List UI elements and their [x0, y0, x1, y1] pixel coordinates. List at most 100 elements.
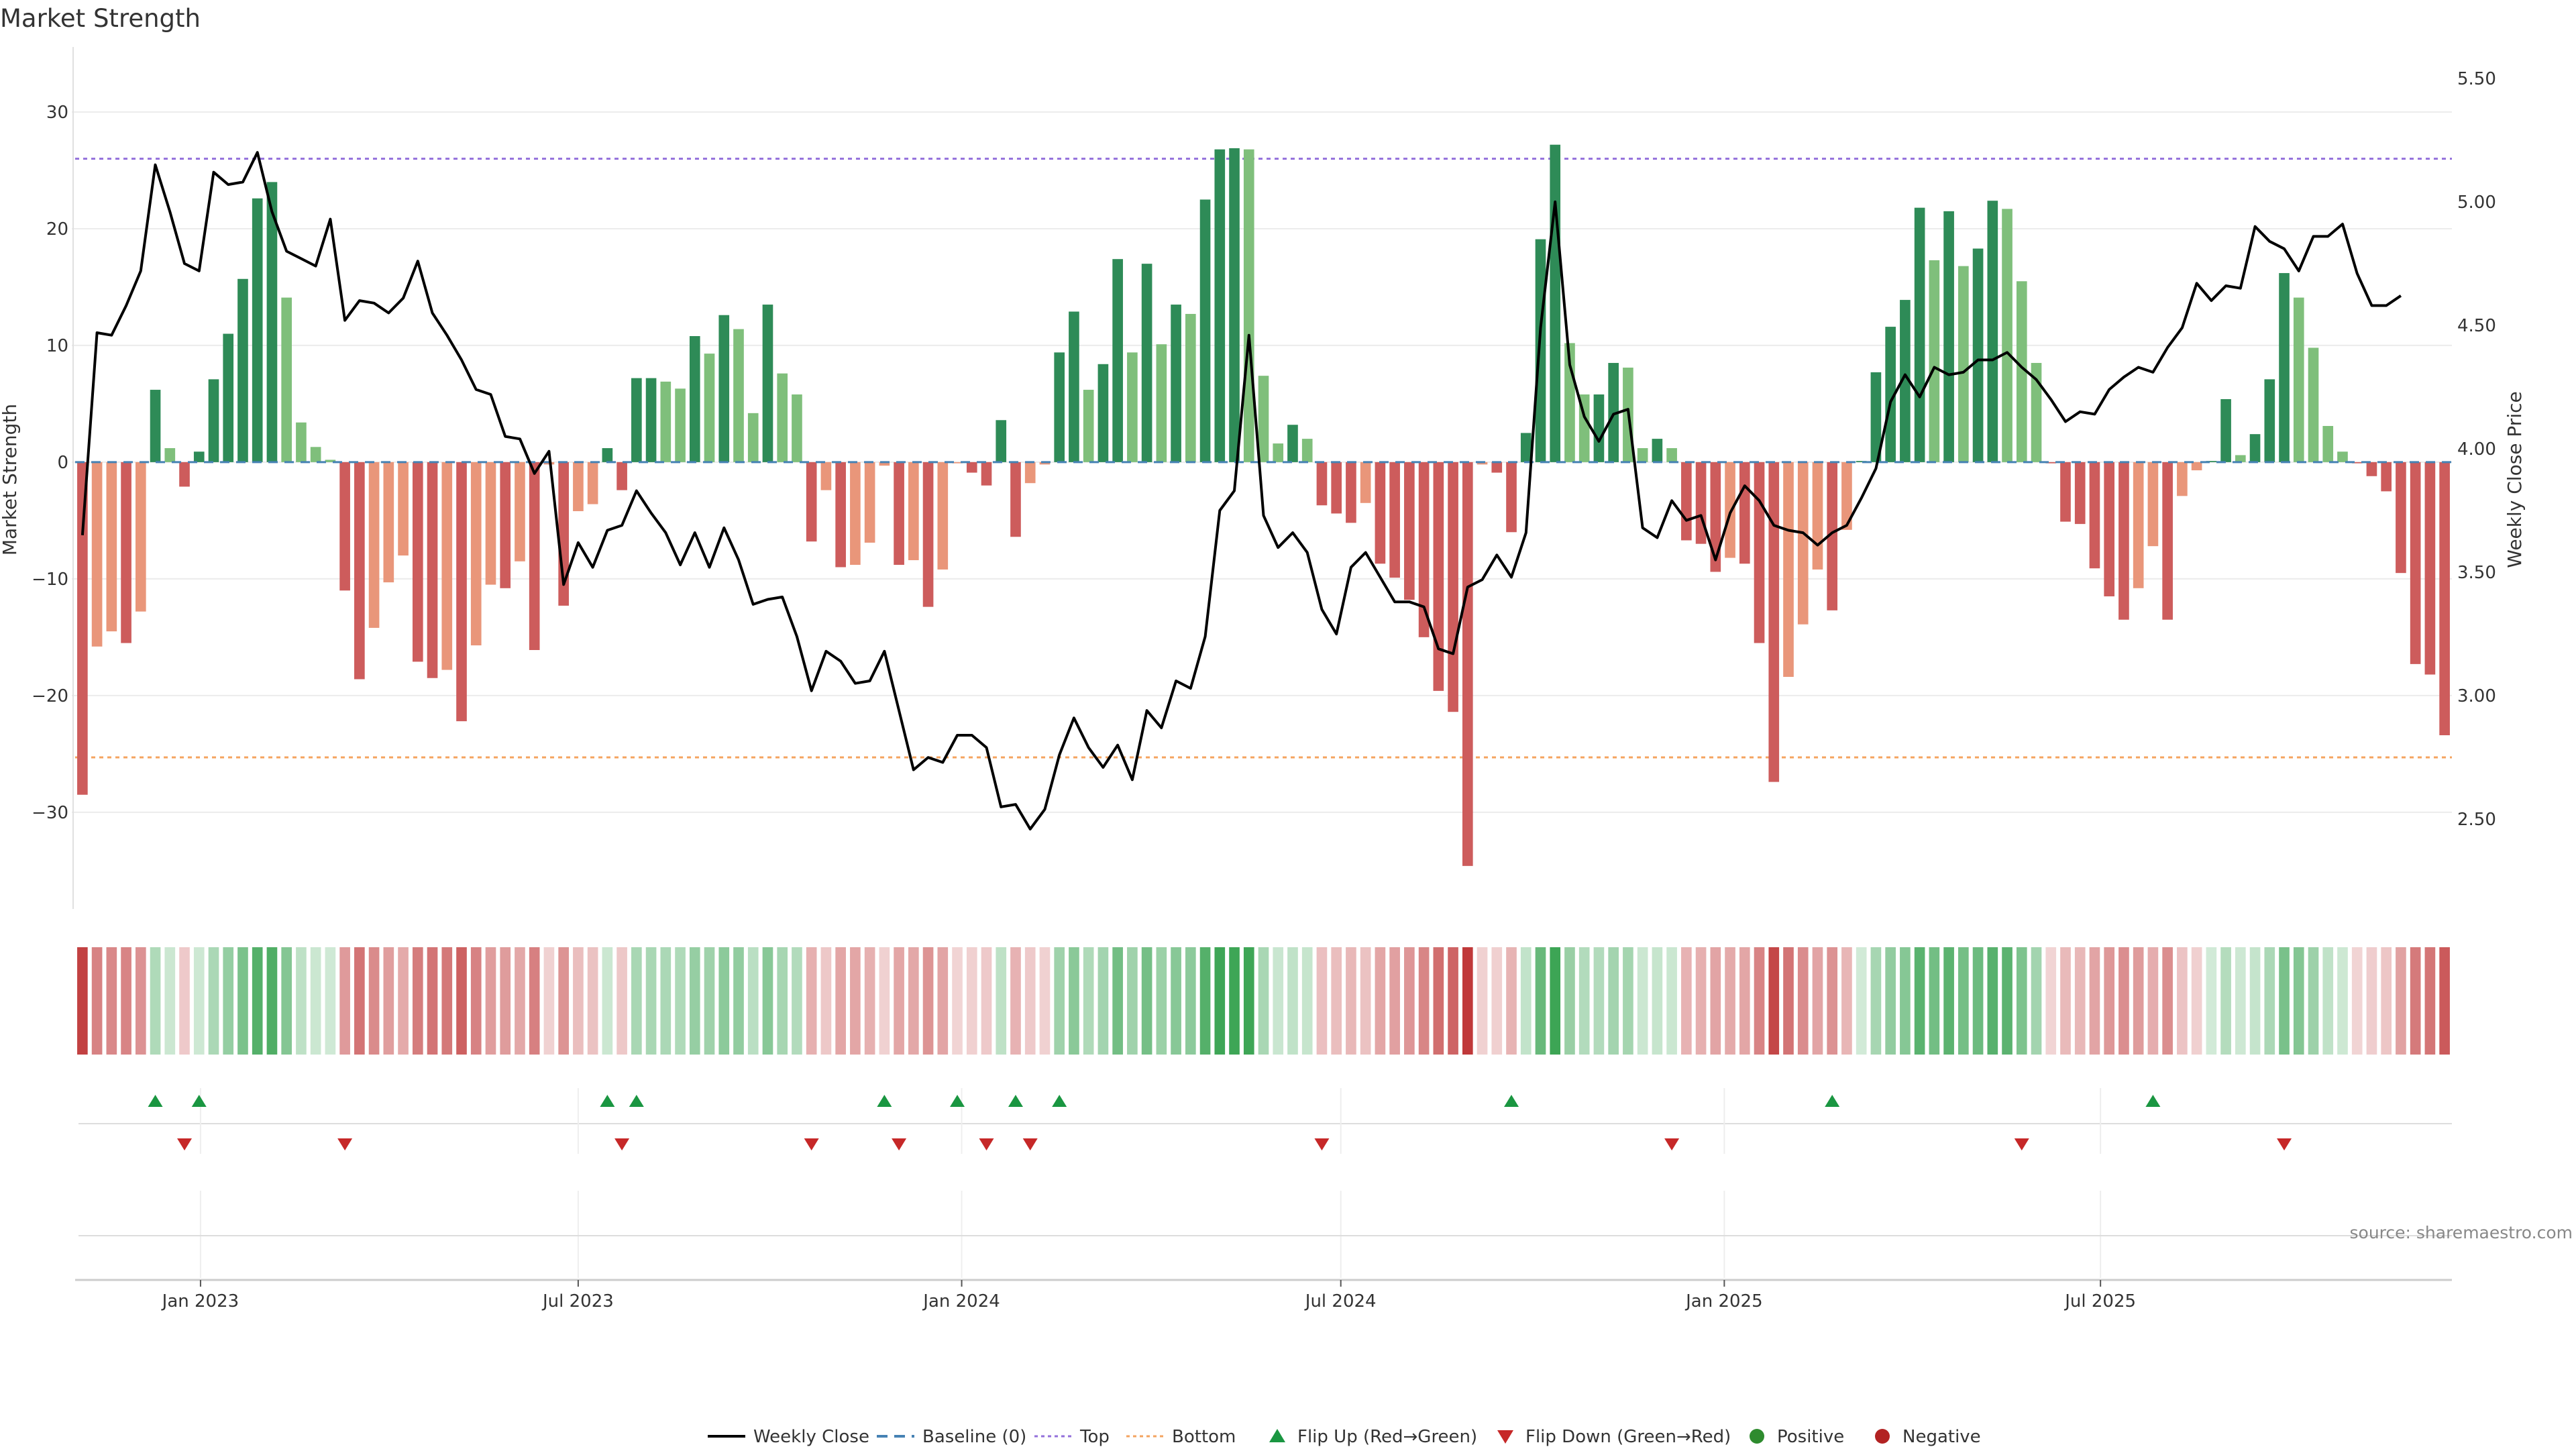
strip-cell [1958, 947, 1969, 1055]
strip-cell [1987, 947, 1998, 1055]
strength-bar [2104, 462, 2115, 596]
strip-cell [237, 947, 248, 1055]
strength-bar [339, 462, 350, 591]
y2-tick-label: 3.50 [2457, 563, 2496, 583]
weekly-close-series [80, 151, 2402, 830]
y-tick-label: −20 [32, 686, 68, 706]
strip-cell [179, 947, 190, 1055]
strength-bar [1301, 439, 1313, 462]
strip-cell [223, 947, 234, 1055]
strength-bar [1900, 300, 1911, 462]
legend-label: Negative [1902, 1427, 1981, 1447]
strip-cell [500, 947, 511, 1055]
strip-cell [2439, 947, 2450, 1055]
strength-bar [412, 462, 423, 662]
strength-bar [500, 462, 511, 588]
strip-cell [456, 947, 467, 1055]
strip-cell [325, 947, 336, 1055]
strip-cell [718, 947, 730, 1055]
strip-cell [1578, 947, 1590, 1055]
strength-bar [616, 462, 627, 490]
strip-cell [1943, 947, 1954, 1055]
strength-bar [2147, 462, 2159, 547]
strip-cell [1812, 947, 1823, 1055]
strength-bar [2279, 273, 2290, 462]
strength-bar [441, 462, 453, 670]
strength-bar [587, 462, 598, 504]
strength-bar [2118, 462, 2129, 620]
strength-bar [1024, 462, 1036, 484]
strength-bar [2016, 281, 2027, 462]
strip-cell [2308, 947, 2319, 1055]
strip-cell [1768, 947, 1780, 1055]
strength-bar [1783, 462, 1794, 678]
strength-heat-strip [77, 947, 2450, 1055]
strip-cell [1914, 947, 1925, 1055]
strength-bar [1331, 462, 1342, 514]
strip-cell [2337, 947, 2348, 1055]
flip-down-marker [337, 1138, 353, 1150]
strip-cell [762, 947, 773, 1055]
strength-bar [631, 378, 642, 462]
strength-bar [1316, 462, 1328, 506]
strength-bar [894, 462, 904, 565]
strength-bar [1243, 149, 1254, 462]
y-tick-label: 10 [46, 336, 68, 356]
strength-bar [820, 462, 832, 490]
strength-bar [427, 462, 438, 678]
strip-cell [281, 947, 292, 1055]
reference-lines [75, 158, 2452, 759]
strength-bar [1389, 462, 1400, 578]
strength-bar [2162, 462, 2173, 620]
strength-bar [1491, 462, 1503, 473]
strength-bar [1506, 462, 1517, 533]
strip-cell [164, 947, 176, 1055]
strip-cell [2206, 947, 2217, 1055]
strength-bar [237, 278, 248, 462]
strip-cell [1550, 947, 1561, 1055]
strength-bar [733, 329, 744, 462]
strip-cell [573, 947, 584, 1055]
strip-cell [1695, 947, 1707, 1055]
strength-bars [77, 144, 2450, 866]
strip-cell [1433, 947, 1444, 1055]
strength-bar [689, 336, 700, 462]
strip-cell [2045, 947, 2057, 1055]
strip-cell [1564, 947, 1575, 1055]
strip-cell [996, 947, 1007, 1055]
x-tick-label: Jul 2023 [541, 1291, 614, 1311]
strip-cell [587, 947, 598, 1055]
strength-bar [1972, 248, 1984, 462]
strength-bar [2264, 379, 2275, 462]
strength-bar [1287, 425, 1298, 462]
strength-bar [1841, 462, 1852, 530]
strip-cell [1171, 947, 1181, 1055]
strip-cell [2177, 947, 2188, 1055]
strength-bar [2045, 462, 2057, 464]
axes: −30 −20 −10 0 10 20 30 2.50 3.00 3.50 4.00 4.50 5.00… [32, 47, 2496, 1311]
strip-cell [2089, 947, 2100, 1055]
strength-bar [1156, 344, 1167, 462]
strip-cell [1097, 947, 1109, 1055]
strength-bar [106, 462, 117, 632]
strip-cell [2147, 947, 2159, 1055]
strip-cell [704, 947, 715, 1055]
strip-cell [150, 947, 161, 1055]
strength-bar [1273, 443, 1284, 462]
y-tick-label: −10 [32, 570, 68, 590]
strength-bar [1812, 462, 1823, 570]
strength-bar [2177, 462, 2188, 496]
strength-bar [2410, 462, 2421, 664]
strength-bar [2220, 398, 2231, 462]
strip-cell [1331, 947, 1342, 1055]
y2-tick-label: 3.00 [2457, 686, 2496, 706]
strip-cell [2074, 947, 2086, 1055]
y-tick-label: 20 [46, 219, 68, 239]
x-tick-label: Jul 2024 [1304, 1291, 1377, 1311]
strength-bar [354, 462, 365, 680]
weekly-close-line [80, 151, 2402, 830]
strip-cell [1900, 947, 1911, 1055]
strength-bar [2381, 462, 2392, 492]
strength-bar [2031, 363, 2042, 462]
strength-bar [2249, 434, 2261, 462]
